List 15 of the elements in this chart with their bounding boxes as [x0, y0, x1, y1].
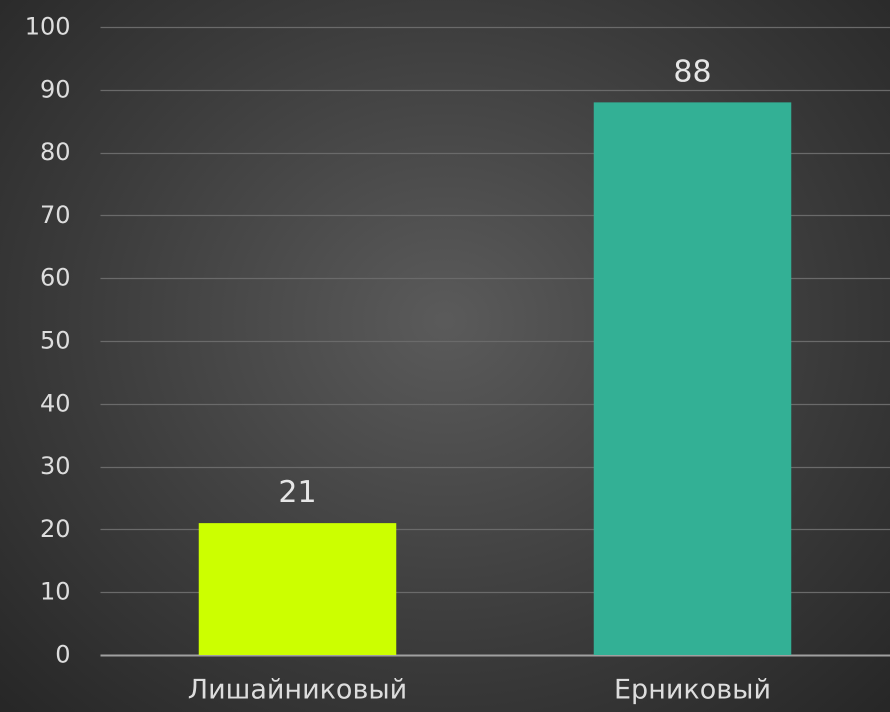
y-tick-label: 50 — [40, 326, 70, 354]
y-tick-label: 90 — [40, 75, 70, 104]
data-label: 21 — [278, 475, 317, 510]
y-tick-label: 30 — [40, 452, 70, 480]
y-tick-label: 40 — [40, 389, 70, 418]
y-tick-label: 60 — [40, 264, 70, 292]
y-tick-label: 10 — [40, 578, 70, 606]
y-tick-label: 20 — [40, 514, 70, 543]
y-tick-label: 0 — [55, 640, 70, 668]
y-tick-label: 70 — [40, 200, 70, 229]
x-tick-label: Ерниковый — [614, 674, 772, 706]
data-label: 88 — [673, 54, 712, 90]
y-tick-label: 80 — [40, 138, 70, 166]
y-tick-label: 100 — [24, 12, 70, 40]
x-tick-label: Лишайниковый — [188, 674, 408, 706]
